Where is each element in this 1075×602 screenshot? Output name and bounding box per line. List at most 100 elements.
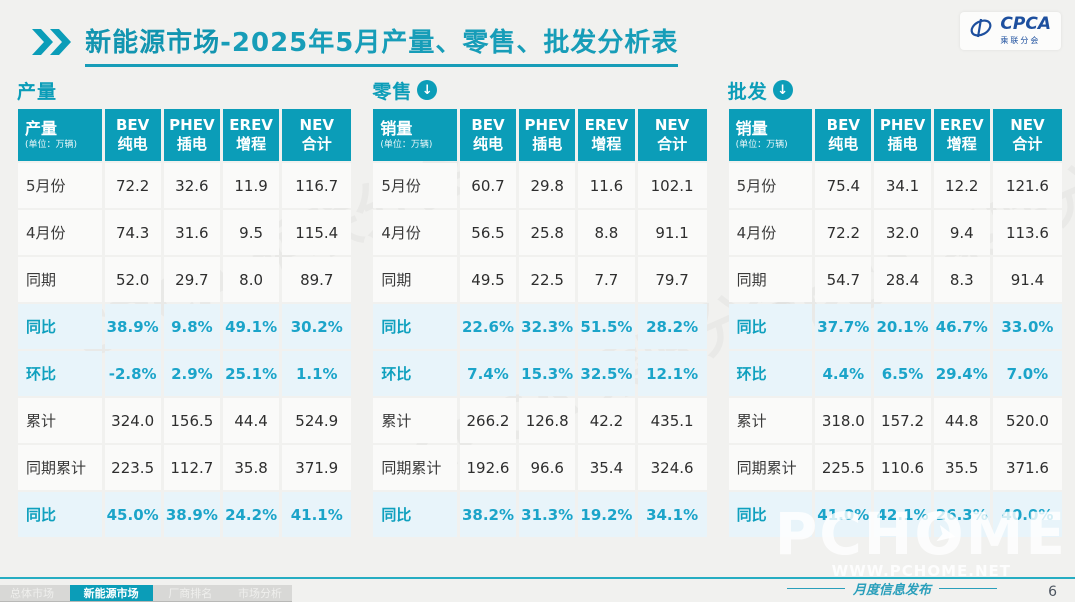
footer-tab-3[interactable]: 厂商排名 [168, 587, 213, 600]
data-cell: 30.2% [282, 304, 352, 349]
row-label: 环比 [373, 351, 457, 396]
table-row: 4月份 72.2 32.0 9.4 113.6 [728, 210, 1062, 255]
data-cell: 7.0% [992, 351, 1062, 396]
row-label: 同比 [373, 492, 457, 537]
table-row: 环比 -2.8% 2.9% 25.1% 1.1% [18, 351, 352, 396]
row-label: 累计 [728, 398, 813, 443]
double-chevron-icon [30, 29, 72, 59]
cpca-logo-icon [968, 16, 994, 46]
data-cell: 42.2 [578, 398, 635, 443]
data-cell: 121.6 [992, 163, 1062, 208]
column-header: PHEV 插电 [163, 109, 220, 161]
table-section: 产量 产量 (单位：万辆) BEV 纯电 PHEV 插电 EREV 增程 NEV 合计 5月份… [15, 78, 354, 539]
row-label: 同期 [373, 257, 457, 302]
table-row: 同比 41.0% 42.1% 26.3% 40.0% [728, 492, 1062, 537]
page-title-highlight: 新能源市场 [85, 28, 221, 58]
table-row: 同期累计 225.5 110.6 35.5 371.6 [728, 445, 1062, 490]
data-cell: 40.0% [992, 492, 1062, 537]
data-cell: 38.9% [163, 492, 220, 537]
table-row: 5月份 75.4 34.1 12.2 121.6 [728, 163, 1062, 208]
row-label: 同期 [18, 257, 102, 302]
data-cell: 110.6 [874, 445, 931, 490]
column-header: BEV 纯电 [459, 109, 517, 161]
column-header: BEV 纯电 [815, 109, 872, 161]
data-cell: 9.8% [163, 304, 220, 349]
data-cell: 33.0% [992, 304, 1062, 349]
corner-unit: (单位：万辆) [380, 140, 433, 151]
section-label: 产量 [17, 80, 58, 103]
data-cell: 96.6 [519, 445, 576, 490]
table-row: 同期 49.5 22.5 7.7 79.7 [373, 257, 707, 302]
row-label: 环比 [18, 351, 102, 396]
data-cell: 31.3% [519, 492, 576, 537]
table-row: 同比 38.9% 9.8% 49.1% 30.2% [18, 304, 352, 349]
data-cell: 35.8 [222, 445, 280, 490]
data-cell: 72.2 [104, 163, 161, 208]
page-title-rest: -2025年5月产量、零售、批发分析表 [220, 28, 679, 58]
column-header: NEV 合计 [992, 109, 1062, 161]
corner-unit: (单位：万辆) [25, 140, 78, 151]
data-table: 产量 (单位：万辆) BEV 纯电 PHEV 插电 EREV 增程 NEV 合计 5月份 72.… [15, 107, 354, 539]
data-cell: 113.6 [992, 210, 1062, 255]
data-table: 销量 (单位：万辆) BEV 纯电 PHEV 插电 EREV 增程 NEV 合计 5月份 60.… [370, 107, 709, 539]
section-label: 批发 [727, 80, 768, 103]
table-header-row: 销量 (单位：万辆) BEV 纯电 PHEV 插电 EREV 增程 NEV 合计 [373, 109, 707, 161]
data-cell: 115.4 [282, 210, 352, 255]
corner-title: 销量 [735, 118, 768, 138]
table-row: 环比 7.4% 15.3% 32.5% 12.1% [373, 351, 707, 396]
data-cell: 12.1% [637, 351, 707, 396]
data-cell: 9.5 [222, 210, 280, 255]
data-cell: 11.9 [222, 163, 280, 208]
footer-tab-4[interactable]: 市场分析 [237, 587, 282, 600]
data-cell: 49.1% [222, 304, 280, 349]
data-cell: 8.3 [933, 257, 990, 302]
data-cell: 7.7 [578, 257, 635, 302]
cpca-logo-subtext: 乘联分会 [1000, 36, 1041, 45]
column-header: EREV 增程 [578, 109, 635, 161]
table-section-head: 批发 ↓ [727, 78, 1065, 103]
data-cell: 26.3% [933, 492, 990, 537]
row-label: 同比 [18, 492, 102, 537]
section-label: 零售 [372, 80, 413, 103]
data-cell: 19.2% [578, 492, 635, 537]
table-header-row: 产量 (单位：万辆) BEV 纯电 PHEV 插电 EREV 增程 NEV 合计 [18, 109, 352, 161]
column-header: NEV 合计 [637, 109, 707, 161]
data-cell: -2.8% [104, 351, 161, 396]
row-label: 4月份 [373, 210, 457, 255]
data-cell: 2.9% [163, 351, 220, 396]
row-label: 5月份 [373, 163, 457, 208]
table-row: 同期累计 223.5 112.7 35.8 371.9 [18, 445, 352, 490]
down-arrow-icon: ↓ [417, 80, 438, 100]
data-cell: 35.5 [933, 445, 990, 490]
table-row: 同期累计 192.6 96.6 35.4 324.6 [373, 445, 707, 490]
row-label: 同期 [728, 257, 813, 302]
footer-tab-1[interactable]: 总体市场 [10, 587, 54, 600]
row-label: 累计 [373, 398, 457, 443]
table-row: 累计 266.2 126.8 42.2 435.1 [373, 398, 707, 443]
page-title: 新能源市场-2025年5月产量、零售、批发分析表 [85, 22, 679, 67]
table-corner-cell: 销量 (单位：万辆) [373, 109, 457, 161]
data-cell: 49.5 [459, 257, 517, 302]
row-label: 累计 [18, 398, 102, 443]
data-cell: 371.9 [282, 445, 352, 490]
data-cell: 31.6 [163, 210, 220, 255]
data-cell: 20.1% [874, 304, 931, 349]
footer-divider-line [0, 577, 1075, 579]
data-cell: 266.2 [459, 398, 517, 443]
footer-tab-2[interactable]: 新能源市场 [69, 585, 153, 601]
data-cell: 324.0 [104, 398, 161, 443]
table-row: 4月份 56.5 25.8 8.8 91.1 [373, 210, 707, 255]
data-cell: 22.5 [519, 257, 576, 302]
table-row: 累计 324.0 156.5 44.4 524.9 [18, 398, 352, 443]
data-cell: 524.9 [282, 398, 352, 443]
data-cell: 371.6 [992, 445, 1062, 490]
data-cell: 37.7% [815, 304, 872, 349]
data-cell: 34.1 [874, 163, 931, 208]
row-label: 同比 [18, 304, 102, 349]
row-label: 同比 [728, 304, 813, 349]
data-cell: 42.1% [874, 492, 931, 537]
data-cell: 225.5 [815, 445, 872, 490]
data-cell: 520.0 [992, 398, 1062, 443]
data-cell: 32.5% [578, 351, 635, 396]
column-header: NEV 合计 [282, 109, 352, 161]
